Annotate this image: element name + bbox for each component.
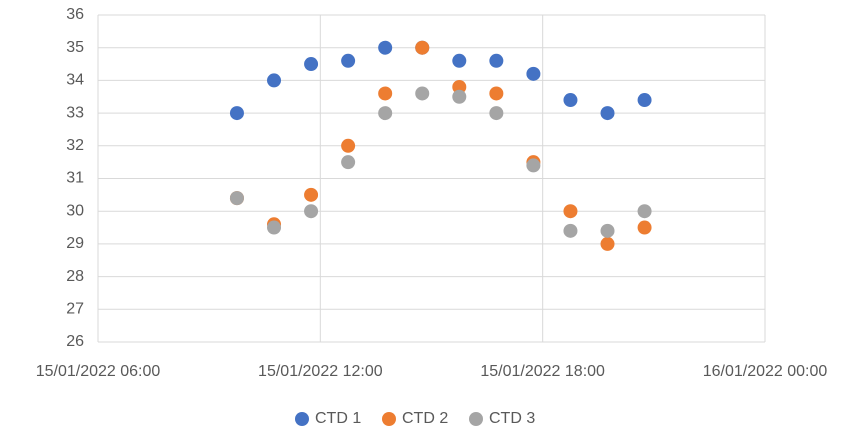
y-tick-label: 27 (66, 301, 84, 318)
x-tick-label: 15/01/2022 18:00 (480, 363, 605, 380)
x-tick-label: 16/01/2022 00:00 (703, 363, 828, 380)
y-tick-label: 36 (66, 6, 84, 23)
point (637, 220, 652, 235)
legend-marker (382, 412, 396, 426)
y-tick-label: 29 (66, 235, 84, 252)
legend-label: CTD 1 (315, 410, 361, 427)
point (229, 191, 244, 206)
point (452, 89, 467, 104)
point (415, 40, 430, 55)
y-tick-label: 34 (66, 72, 84, 89)
point (526, 158, 541, 173)
y-tick-label: 30 (66, 202, 84, 219)
y-tick-label: 28 (66, 268, 84, 285)
point (267, 220, 282, 235)
point (600, 236, 615, 251)
point (563, 223, 578, 238)
legend-marker (469, 412, 483, 426)
y-tick-label: 32 (66, 137, 84, 154)
point (378, 86, 393, 101)
point (452, 53, 467, 68)
point (304, 187, 319, 202)
point (341, 155, 356, 170)
legend-label: CTD 3 (489, 410, 535, 427)
y-tick-label: 35 (66, 39, 84, 56)
point (229, 106, 244, 121)
x-tick-label: 15/01/2022 12:00 (258, 363, 383, 380)
point (452, 79, 467, 94)
legend-label: CTD 2 (402, 410, 448, 427)
point (563, 204, 578, 219)
point (304, 57, 319, 72)
y-tick-label: 26 (66, 333, 84, 350)
y-tick-label: 33 (66, 104, 84, 121)
point (600, 106, 615, 121)
point (489, 53, 504, 68)
point (637, 204, 652, 219)
point (378, 40, 393, 55)
legend-marker (295, 412, 309, 426)
point (526, 66, 541, 81)
point (341, 138, 356, 153)
point (489, 106, 504, 121)
point (341, 53, 356, 68)
point (304, 204, 319, 219)
x-tick-label: 15/01/2022 06:00 (36, 363, 161, 380)
point (600, 223, 615, 238)
y-tick-label: 31 (66, 170, 84, 187)
point (489, 86, 504, 101)
point (267, 73, 282, 88)
point (637, 93, 652, 108)
point (415, 86, 430, 101)
point (378, 106, 393, 121)
point (563, 93, 578, 108)
